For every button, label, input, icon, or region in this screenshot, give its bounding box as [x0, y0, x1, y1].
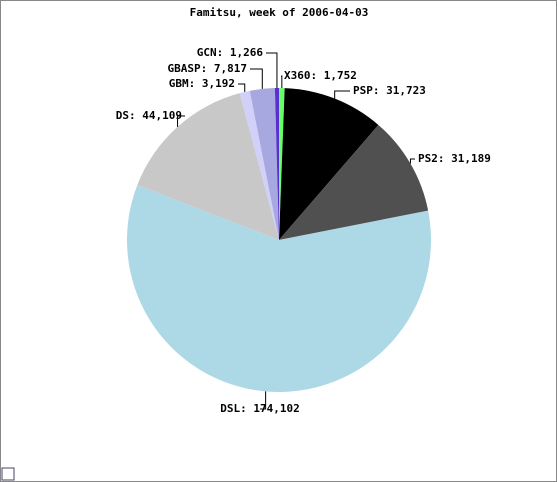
leader-line [266, 52, 278, 89]
slice-label: GBASP: 7,817 [168, 62, 247, 75]
pie-slice [249, 88, 279, 240]
slice-label: DSL: 174,102 [220, 402, 299, 415]
pie-slice [239, 90, 279, 241]
pie-slice [279, 88, 285, 240]
slice-label: DS: 44,109 [116, 109, 182, 122]
leader-line [238, 83, 246, 92]
chart-title: Famitsu, week of 2006-04-03 [190, 6, 369, 19]
leader-line [177, 115, 185, 127]
pie-slice [137, 93, 279, 241]
slice-label: GBM: 3,192 [169, 77, 235, 90]
slice-label: GCN: 1,266 [197, 46, 264, 59]
slice-label: X360: 1,752 [284, 69, 357, 82]
slice-label: PSP: 31,723 [353, 84, 426, 97]
logo [1, 467, 15, 481]
pie-slice [279, 88, 379, 240]
leader-line [334, 90, 350, 99]
pie-slice [274, 88, 279, 240]
leader-line [250, 68, 263, 89]
leader-line [260, 391, 267, 410]
pie-slice [127, 184, 432, 392]
pie-slice [279, 124, 429, 240]
leader-line [409, 158, 415, 164]
leader-line [281, 75, 283, 89]
slice-label: PS2: 31,189 [418, 152, 491, 165]
